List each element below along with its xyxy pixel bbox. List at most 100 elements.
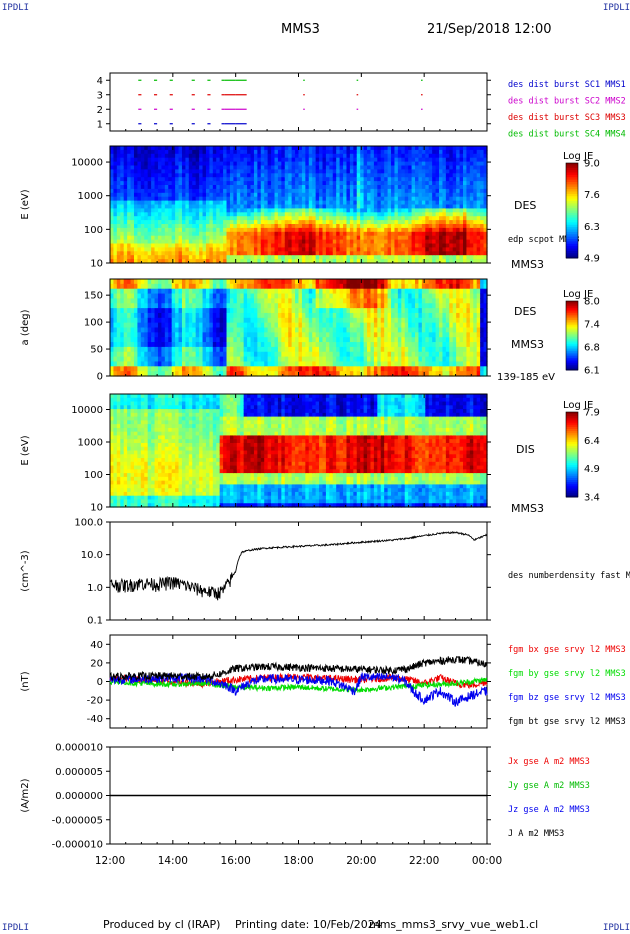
time-axis-label-0: 12:00 xyxy=(95,855,125,867)
dis-energy-ytick-10: 10 xyxy=(90,503,103,514)
bfield-ytick-20: 20 xyxy=(90,658,103,669)
dis-energy-spectrogram-cells xyxy=(110,394,488,508)
des-energy-colorbar-tick-3: 4.9 xyxy=(584,254,600,265)
des-energy-colorbar-tick-2: 6.3 xyxy=(584,222,600,233)
burst-panel-frame xyxy=(109,72,488,132)
density-ytick-100.0: 100.0 xyxy=(74,518,103,529)
current-ytick-2: 0.000000 xyxy=(55,791,103,802)
corner-mark-top-left: IPDLI xyxy=(2,3,30,13)
burst-ytick-3: 3 xyxy=(97,90,103,101)
spacecraft-title: MMS3 xyxy=(281,22,320,37)
time-axis-label-3: 18:00 xyxy=(283,855,313,867)
bfield-ylabel: (nT) xyxy=(20,671,31,691)
bfield-series-3 xyxy=(109,655,488,682)
datetime-title: 21/Sep/2018 12:00 xyxy=(427,22,552,37)
current-legend-0: Jx gse A m2 MMS3 xyxy=(508,757,590,767)
footer-produced-by: Produced by cl (IRAP) xyxy=(103,918,221,931)
des-pitch-ytick-150: 150 xyxy=(84,291,103,302)
dis-energy-label: DIS xyxy=(516,443,535,456)
density-ytick-0.1: 0.1 xyxy=(87,616,103,627)
des-pitch-colorbar-title: Log JE xyxy=(563,289,593,300)
dis-energy-ytick-10000: 10000 xyxy=(71,405,103,416)
current-legend-3: J A m2 MMS3 xyxy=(508,829,564,839)
bfield-legend-0: fgm bx gse srvy l2 MMS3 xyxy=(508,645,626,655)
dis-energy-colorbar-tick-3: 3.4 xyxy=(584,493,600,504)
bfield-legend-2: fgm bz gse srvy l2 MMS3 xyxy=(508,693,626,703)
time-axis-label-4: 20:00 xyxy=(346,855,376,867)
bfield-ytick-40: 40 xyxy=(90,640,103,651)
burst-legend-4: des dist burst SC4 MMS4 xyxy=(508,130,626,140)
des-energy-colorbar-title: Log JE xyxy=(563,151,593,162)
current-legend-1: Jy gse A m2 MMS3 xyxy=(508,781,590,791)
density-ylabel: (cm^-3) xyxy=(20,550,31,591)
bfield-series-2 xyxy=(109,672,488,707)
corner-mark-top-right: IPDLI xyxy=(603,3,630,13)
burst-ytick-2: 2 xyxy=(97,105,103,116)
dis-energy-colorbar-tick-1: 6.4 xyxy=(584,436,600,447)
burst-ytick-1: 1 xyxy=(97,119,103,130)
density-ytick-10.0: 10.0 xyxy=(81,550,103,561)
corner-mark-bottom-left: IPDLI xyxy=(2,923,30,933)
bfield-legend-3: fgm bt gse srvy l2 MMS3 xyxy=(508,717,626,727)
current-ytick-4: 0.000010 xyxy=(55,743,103,754)
des-pitch-spectrogram-cells xyxy=(110,279,488,377)
density-series-line xyxy=(109,531,488,601)
des-pitch-spacecraft-label: MMS3 xyxy=(511,338,544,351)
des-pitch-ytick-50: 50 xyxy=(90,345,103,356)
current-ytick-1: -0.000005 xyxy=(52,815,103,826)
des-energy-ytick-100: 100 xyxy=(84,225,103,236)
current-legend-2: Jz gse A m2 MMS3 xyxy=(508,805,590,815)
des-energy-ytick-1000: 1000 xyxy=(78,191,103,202)
des-energy-ylabel: E (eV) xyxy=(20,189,31,219)
des-pitch-colorbar-tick-1: 7.4 xyxy=(584,320,600,331)
time-axis-label-1: 14:00 xyxy=(158,855,188,867)
current-ylabel: (A/m2) xyxy=(20,778,31,812)
des-pitch-ytick-100: 100 xyxy=(84,318,103,329)
des-energy-ytick-10: 10 xyxy=(90,259,103,270)
density-frame xyxy=(109,521,488,621)
bfield-ytick-0: 0 xyxy=(97,677,103,688)
des-energy-spacecraft-label: MMS3 xyxy=(511,258,544,271)
des-energy-colorbar-tick-0: 9.0 xyxy=(584,159,600,170)
des-pitch-energy-label: 139-185 eV xyxy=(497,372,555,383)
dis-energy-spacecraft-label: MMS3 xyxy=(511,502,544,515)
footer-printing-date: Printing date: 10/Feb/2024 xyxy=(235,918,382,931)
time-axis-label-6: 00:00 xyxy=(472,855,502,867)
footer-file-name: mms_mms3_srvy_vue_web1.cl xyxy=(369,918,539,931)
dis-energy-colorbar-title: Log JE xyxy=(563,400,593,411)
dis-energy-colorbar-tick-2: 4.9 xyxy=(584,464,600,475)
bfield-ytick--40: -40 xyxy=(87,714,103,725)
burst-legend-3: des dist burst SC3 MMS3 xyxy=(508,113,626,123)
des-energy-label: DES xyxy=(514,199,536,212)
density-legend: des numberdensity fast M xyxy=(508,571,630,581)
dis-energy-colorbar xyxy=(565,411,579,498)
des-pitch-colorbar-tick-3: 6.1 xyxy=(584,366,600,377)
current-ytick-3: 0.000005 xyxy=(55,767,103,778)
density-ytick-1.0: 1.0 xyxy=(87,583,103,594)
corner-mark-bottom-right: IPDLI xyxy=(603,923,630,933)
des-energy-colorbar-tick-1: 7.6 xyxy=(584,190,600,201)
bfield-series-1 xyxy=(109,676,488,694)
des-energy-overlay-label: edp scpot MMS3 xyxy=(508,235,580,245)
burst-legend-2: des dist burst SC2 MMS2 xyxy=(508,97,626,107)
burst-legend-1: des dist burst SC1 MMS1 xyxy=(508,80,626,90)
dis-energy-ylabel: E (eV) xyxy=(20,435,31,465)
des-energy-spectrogram-cells xyxy=(110,146,488,264)
time-axis-label-5: 22:00 xyxy=(409,855,439,867)
des-energy-ytick-10000: 10000 xyxy=(71,158,103,169)
dis-energy-ytick-1000: 1000 xyxy=(78,438,103,449)
time-axis-label-2: 16:00 xyxy=(221,855,251,867)
bfield-ytick--20: -20 xyxy=(87,696,103,707)
des-pitch-colorbar-tick-2: 6.8 xyxy=(584,343,600,354)
dis-energy-colorbar-tick-0: 7.9 xyxy=(584,408,600,419)
des-pitch-ytick-0: 0 xyxy=(97,372,103,383)
bfield-legend-1: fgm by gse srvy l2 MMS3 xyxy=(508,669,626,679)
des-pitch-colorbar xyxy=(565,300,579,371)
dis-energy-ytick-100: 100 xyxy=(84,470,103,481)
des-energy-colorbar xyxy=(565,162,579,259)
current-ytick-0: -0.000010 xyxy=(52,840,103,851)
burst-ytick-4: 4 xyxy=(97,76,103,87)
des-pitch-ylabel: a (deg) xyxy=(20,309,31,345)
des-pitch-colorbar-tick-0: 8.0 xyxy=(584,297,600,308)
